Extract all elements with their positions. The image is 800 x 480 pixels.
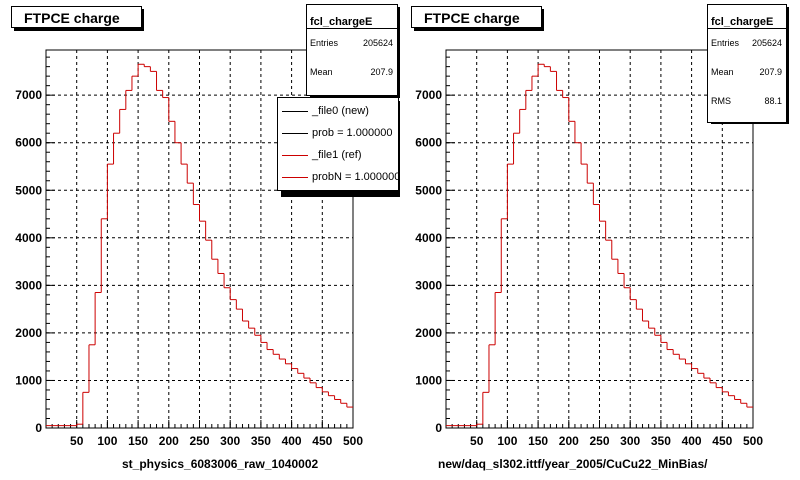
legend-entry: prob = 1.000000 (278, 122, 398, 144)
stats-value: 88.1 (764, 96, 782, 106)
x-tick-label: 150 (128, 434, 148, 448)
y-tick-label: 3000 (15, 278, 42, 292)
stats-name: fcl_chargeE (708, 5, 786, 29)
y-tick-label: 1000 (15, 373, 42, 387)
x-tick-label: 500 (343, 434, 363, 448)
stats-name: fcl_chargeE (307, 5, 397, 29)
legend-label: _file0 (new) (312, 105, 369, 117)
legend-swatch (282, 177, 308, 178)
stats-value: 205624 (362, 38, 393, 48)
y-tick-label: 0 (435, 421, 442, 435)
x-tick-label: 200 (559, 434, 579, 448)
legend-swatch (282, 155, 308, 156)
stats-row-entries: Entries 205624 (307, 29, 397, 58)
y-tick-label: 4000 (415, 231, 442, 245)
right-title: FTPCE charge (411, 6, 542, 28)
right-stats-box: fcl_chargeE Entries 205624 Mean 207.9 RM… (707, 4, 787, 123)
legend-label: _file1 (ref) (312, 149, 362, 161)
legend-swatch (282, 111, 308, 112)
stats-label: Entries (711, 38, 740, 48)
stats-value: 207.9 (759, 67, 782, 77)
stats-row-mean: Mean 207.9 (307, 58, 397, 87)
legend-label: probN = 1.000000 (312, 171, 399, 183)
y-tick-label: 7000 (15, 88, 42, 102)
y-tick-label: 5000 (15, 183, 42, 197)
stats-value: 205624 (751, 38, 782, 48)
y-tick-label: 2000 (15, 326, 42, 340)
x-tick-label: 300 (620, 434, 640, 448)
stats-label: Mean (711, 67, 734, 77)
x-tick-label: 400 (282, 434, 302, 448)
x-tick-label: 150 (528, 434, 548, 448)
stats-label: Mean (310, 67, 333, 77)
y-tick-label: 1000 (415, 373, 442, 387)
y-tick-label: 7000 (415, 88, 442, 102)
legend-entry: _file0 (new) (278, 100, 398, 122)
y-tick-label: 0 (35, 421, 42, 435)
stats-label: Entries (310, 38, 339, 48)
stats-label: RMS (711, 96, 731, 106)
legend-label: prob = 1.000000 (312, 127, 393, 139)
y-tick-label: 5000 (415, 183, 442, 197)
x-tick-label: 250 (189, 434, 209, 448)
stats-value: 207.9 (370, 67, 393, 77)
stats-row-entries: Entries 205624 (708, 29, 786, 58)
x-tick-label: 100 (497, 434, 517, 448)
right-x-axis-label: new/daq_sl302.ittf/year_2005/CuCu22_MinB… (438, 457, 708, 471)
legend-entry: probN = 1.000000 (278, 166, 398, 188)
legend-swatch (282, 133, 308, 134)
x-tick-label: 350 (651, 434, 671, 448)
x-tick-label: 50 (470, 434, 484, 448)
x-tick-label: 100 (97, 434, 117, 448)
right-plot: 50 100 150 200 250 300 350 400 450 50001000200030… (415, 49, 763, 448)
x-tick-label: 450 (712, 434, 732, 448)
legend-entry: _file1 (ref) (278, 144, 398, 166)
histogram-series (446, 63, 753, 427)
x-tick-label: 450 (312, 434, 332, 448)
x-tick-label: 50 (70, 434, 84, 448)
x-tick-label: 300 (220, 434, 240, 448)
left-title: FTPCE charge (11, 6, 142, 28)
y-tick-label: 6000 (415, 136, 442, 150)
x-tick-label: 400 (682, 434, 702, 448)
y-tick-label: 2000 (415, 326, 442, 340)
x-tick-label: 250 (589, 434, 609, 448)
y-tick-label: 6000 (15, 136, 42, 150)
stats-row-mean: Mean 207.9 (708, 58, 786, 87)
x-tick-label: 200 (159, 434, 179, 448)
y-tick-label: 4000 (15, 231, 42, 245)
y-tick-label: 3000 (415, 278, 442, 292)
histogram-series (46, 63, 353, 427)
x-tick-label: 350 (251, 434, 271, 448)
left-legend: _file0 (new) prob = 1.000000 _file1 (ref… (277, 97, 399, 191)
x-tick-label: 500 (743, 434, 763, 448)
left-stats-box: fcl_chargeE Entries 205624 Mean 207.9 (306, 4, 398, 96)
stats-row-rms: RMS 88.1 (708, 87, 786, 116)
left-x-axis-label: st_physics_6083006_raw_1040002 (122, 457, 319, 471)
